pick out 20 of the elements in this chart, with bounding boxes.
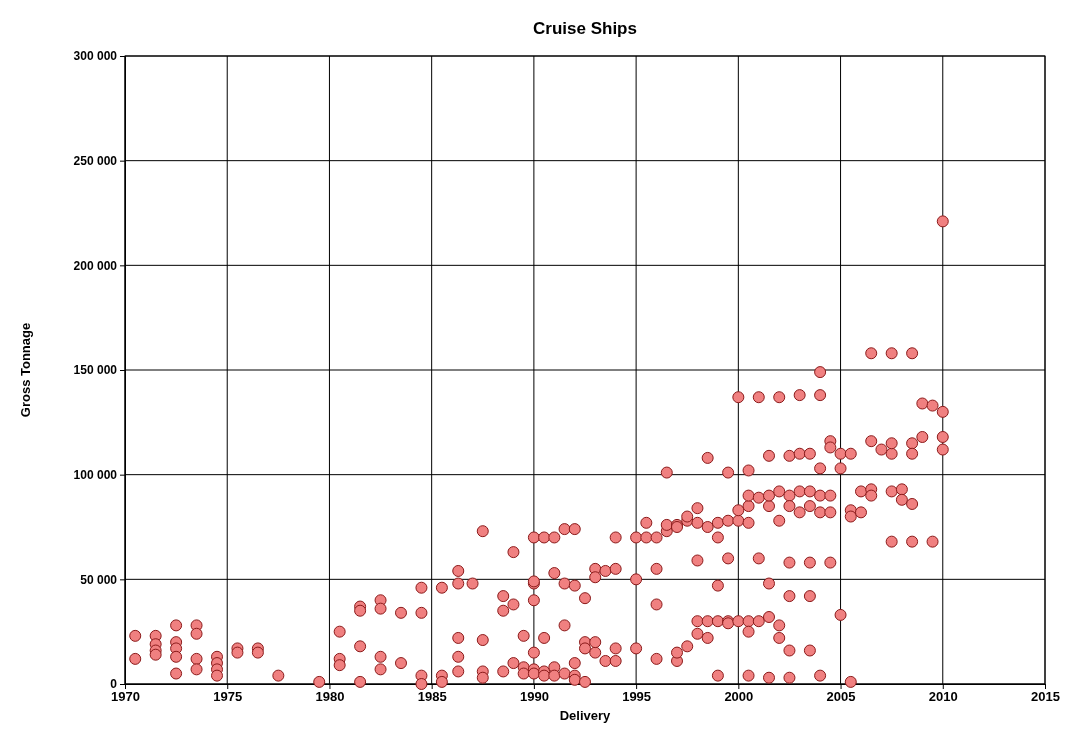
x-tick-label: 1995 [622, 689, 652, 705]
y-tick-label: 100 000 [73, 468, 118, 483]
x-tick-label: 1970 [111, 689, 140, 705]
x-tick-label: 1985 [417, 689, 447, 705]
y-tick-label: 150 000 [73, 363, 118, 378]
x-tick-label: 2000 [724, 689, 754, 705]
x-tick-label: 1990 [519, 689, 549, 705]
y-tick-label: 50 000 [80, 572, 118, 587]
x-tick-label: 2015 [1031, 689, 1060, 705]
x-tick-label: 2010 [928, 689, 958, 705]
chart-title: Cruise Ships [533, 19, 637, 38]
y-tick-label: 200 000 [73, 258, 118, 273]
x-axis-title: Delivery [559, 708, 612, 723]
y-tick-label: 250 000 [73, 154, 118, 169]
y-tick-label: 0 [110, 677, 118, 692]
y-tick-label: 300 000 [73, 49, 118, 64]
y-axis-title: Gross Tonnage [18, 322, 33, 418]
x-tick-label: 1975 [213, 689, 243, 705]
x-tick-label: 2005 [826, 689, 856, 705]
x-tick-label: 1980 [315, 689, 345, 705]
